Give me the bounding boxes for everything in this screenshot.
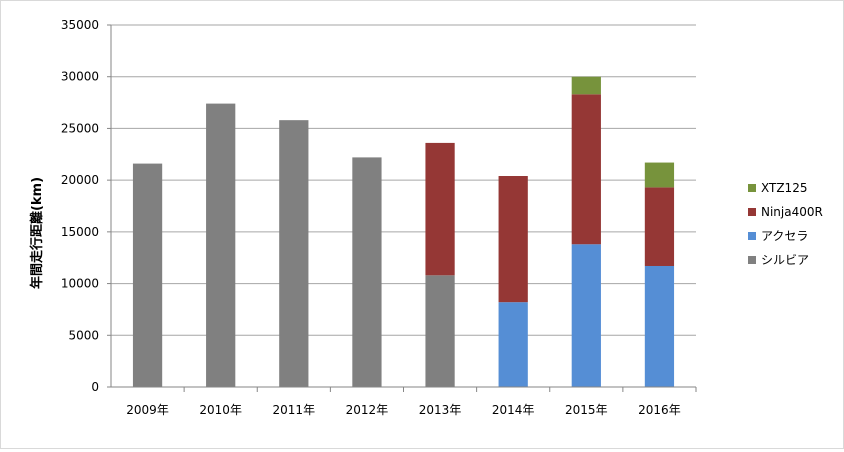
legend-swatch (748, 256, 756, 264)
bar-segment (571, 244, 601, 387)
bar-segment (206, 103, 236, 387)
y-tick-label: 0 (91, 380, 99, 394)
legend-label: XTZ125 (761, 181, 807, 195)
y-tick-label: 5000 (68, 328, 99, 342)
bars (132, 76, 675, 387)
y-tick-label: 10000 (61, 277, 99, 291)
bar-segment (352, 157, 382, 387)
y-tick-label: 20000 (61, 173, 99, 187)
x-tick-label: 2016年 (638, 403, 681, 417)
legend-label: Ninja400R (761, 205, 823, 219)
legend-label: アクセラ (761, 229, 808, 243)
x-tick-label: 2009年 (126, 403, 169, 417)
y-tick-label: 30000 (61, 70, 99, 84)
y-tick-label: 35000 (61, 18, 99, 32)
y-tick-label: 25000 (61, 121, 99, 135)
y-tick-label: 15000 (61, 225, 99, 239)
x-tick-label: 2011年 (273, 403, 316, 417)
bar-segment (644, 162, 675, 188)
y-axis-title: 年間走行距離(km) (29, 177, 45, 289)
legend-swatch (748, 232, 756, 240)
bar-segment (132, 163, 163, 387)
bar-segment (498, 176, 528, 303)
bar-segment (644, 187, 675, 266)
legend-label: シルビア (761, 253, 809, 267)
x-tick-label: 2014年 (492, 403, 535, 417)
x-tick-label: 2012年 (346, 403, 389, 417)
bar-segment (425, 142, 455, 276)
bar-segment (571, 94, 601, 245)
bar-segment (644, 265, 675, 387)
bar-segment (498, 302, 528, 387)
x-tick-label: 2015年 (565, 403, 608, 417)
x-tick-label: 2010年 (199, 403, 242, 417)
axes: 0 5000 10000 15000 20000 25000 30000 35000 2009年… (61, 18, 697, 417)
legend-swatch (748, 208, 756, 216)
bar-segment (279, 120, 309, 387)
gridlines (111, 24, 696, 336)
bar-segment (571, 76, 601, 95)
bar-segment (425, 275, 455, 387)
legend-swatch (748, 184, 756, 192)
x-tick-label: 2013年 (419, 403, 462, 417)
